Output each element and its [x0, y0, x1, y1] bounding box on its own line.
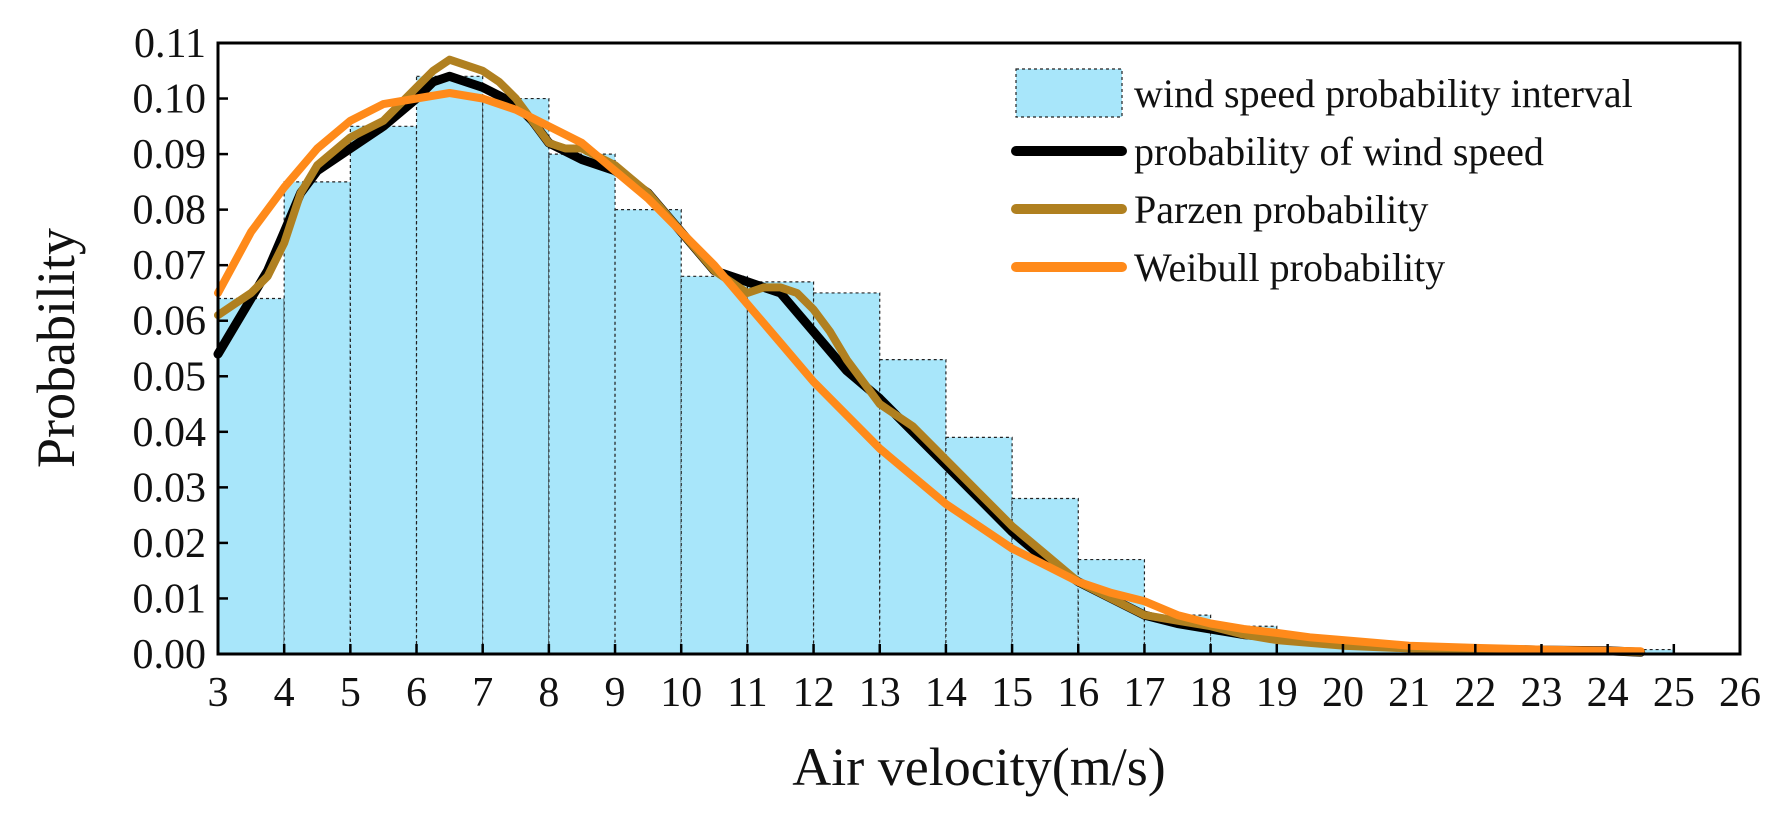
y-tick-label: 0.01: [133, 576, 207, 622]
axis-ticks: 3 4 5 6 7 8 9 10 11 12 13 14 15 16 17 18 19 20 21 22 23 24 25 2…: [133, 21, 1762, 716]
histogram-bar: [217, 297, 285, 655]
y-tick-label: 0.09: [133, 132, 207, 178]
x-tick-label: 25: [1653, 670, 1695, 716]
x-tick-label: 15: [991, 670, 1033, 716]
series-line-parzen-probability: [214, 55, 1645, 657]
legend: wind speed probability interval probabili…: [1011, 68, 1633, 290]
y-tick-label: 0.05: [133, 354, 207, 400]
series-line-weibull-probability: [214, 89, 1645, 656]
histogram-bar: [482, 97, 550, 655]
histogram-bar: [548, 153, 616, 655]
y-tick-label: 0.00: [133, 632, 207, 678]
legend-swatch-box: [1015, 68, 1123, 118]
plot-frame: [216, 41, 1742, 656]
legend-label: Parzen probability: [1134, 187, 1428, 232]
x-tick-label: 24: [1587, 670, 1629, 716]
y-tick-label: 0.08: [133, 188, 207, 234]
x-axis-label: Air velocity(m/s): [792, 737, 1165, 797]
series-lines: [213, 55, 1646, 657]
y-tick-label: 0.10: [133, 77, 207, 123]
x-tick-label: 14: [925, 670, 967, 716]
histogram-bar: [283, 181, 351, 655]
x-tick-label: 7: [472, 670, 493, 716]
x-tick-label: 9: [605, 670, 626, 716]
x-tick-label: 18: [1190, 670, 1232, 716]
y-axis-label: Probability: [26, 228, 86, 468]
x-tick-label: 20: [1322, 670, 1364, 716]
x-tick-label: 5: [340, 670, 361, 716]
x-tick-label: 17: [1123, 670, 1165, 716]
x-tick-label: 3: [208, 670, 229, 716]
legend-label: wind speed probability interval: [1134, 71, 1633, 116]
histogram-bar: [415, 75, 484, 655]
x-tick-label: 22: [1454, 670, 1496, 716]
x-tick-label: 23: [1520, 670, 1562, 716]
x-tick-label: 12: [793, 670, 835, 716]
histogram-bar: [680, 275, 748, 655]
y-tick-label: 0.02: [133, 521, 207, 567]
y-tick-label: 0.11: [134, 21, 206, 67]
legend-label: probability of wind speed: [1134, 129, 1544, 174]
histogram-bars: [217, 75, 1675, 655]
x-tick-label: 13: [859, 670, 901, 716]
y-tick-label: 0.06: [133, 299, 207, 345]
y-tick-label: 0.04: [133, 410, 207, 456]
x-tick-label: 21: [1388, 670, 1430, 716]
x-tick-label: 4: [274, 670, 295, 716]
x-tick-label: 11: [727, 670, 767, 716]
x-tick-label: 6: [406, 670, 427, 716]
x-tick-label: 19: [1256, 670, 1298, 716]
histogram-bar: [614, 209, 682, 655]
x-tick-label: 16: [1057, 670, 1099, 716]
x-tick-label: 10: [660, 670, 702, 716]
x-tick-label: 26: [1719, 670, 1761, 716]
y-tick-label: 0.03: [133, 465, 207, 511]
y-tick-label: 0.07: [133, 243, 207, 289]
x-tick-label: 8: [538, 670, 559, 716]
histogram-bar: [349, 125, 418, 655]
legend-label: Weibull probability: [1134, 245, 1445, 290]
